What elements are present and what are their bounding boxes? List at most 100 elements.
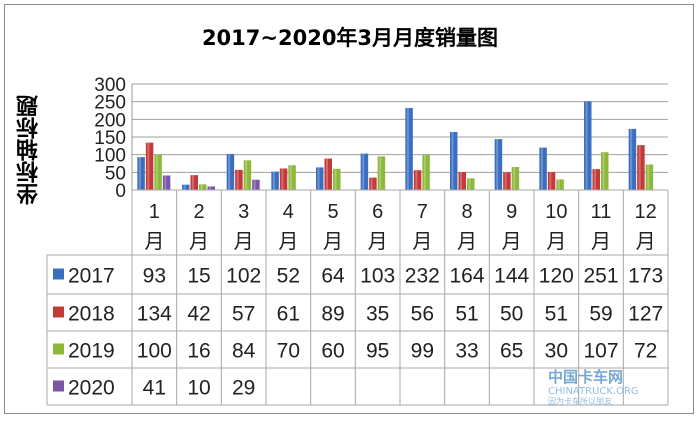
legend-key-2017 [53,268,64,280]
table-cell: 51 [545,303,568,326]
table-cell: 84 [232,340,256,363]
legend-label: 2020 [68,377,115,400]
table-cell: 30 [545,340,568,363]
table-cell: 232 [405,265,440,288]
bar-2017-9月 [494,139,503,190]
bar-2018-3月 [235,169,243,190]
legend-label: 2017 [68,265,115,288]
table-cell: 33 [455,340,478,363]
watermark-logo: 中国卡车网 CHINATRUCK.ORG 因为卡车所以朋友 [548,369,639,407]
table-cell: 120 [539,265,574,288]
table-cell: 72 [634,340,657,363]
bar-highlight [289,165,292,190]
bar-highlight [451,132,454,190]
table-cell: 251 [583,265,618,288]
bar-highlight [253,179,256,190]
table-cell: 103 [360,265,395,288]
bar-highlight [192,175,194,190]
bar-2017-10月 [539,147,547,190]
table-cell: 29 [232,377,255,400]
watermark-slogan: 因为卡车所以朋友 [548,397,612,406]
bar-highlight [147,142,150,190]
bar-2019-5月 [333,168,341,190]
bar-2017-11月 [584,101,592,190]
bar-2018-7月 [413,170,422,190]
table-cell: 99 [411,340,434,363]
bar-highlight [334,168,337,190]
chart-title: 2017~2020年3月月度销量图 [201,26,499,50]
bar-highlight [513,167,516,190]
y-tick-label: 150 [94,128,126,149]
legend-key-2018 [53,306,64,318]
x-tick-label-unit: 月 [189,231,209,253]
bar-highlight [209,186,211,190]
bar-highlight [468,178,471,190]
table-cell: 95 [366,340,389,363]
bar-2019-11月 [601,152,609,190]
bar-2019-7月 [422,155,430,190]
y-tick-label: 50 [105,163,126,184]
chart-frame [4,4,694,414]
watermark-sub: CHINATRUCK.ORG [548,386,639,397]
x-tick-label-unit: 月 [502,231,522,253]
x-tick-label: 3 [238,201,249,223]
bar-2017-12月 [628,128,637,190]
bar-highlight [155,154,158,190]
bar-highlight [183,184,186,190]
x-tick-label: 6 [372,201,383,223]
bar-highlight [245,160,248,190]
bar-2018-9月 [503,172,511,190]
table-cell: 144 [494,265,529,288]
table-cell: 50 [500,303,523,326]
bar-2017-1月 [137,157,145,190]
bar-2017-6月 [360,153,369,190]
x-tick-label-unit: 月 [636,231,656,253]
y-tick-label: 300 [94,75,126,96]
bar-2017-4月 [271,171,279,190]
bar-highlight [370,177,373,190]
bar-highlight [638,145,641,190]
y-tick-label: 100 [94,146,126,167]
bar-highlight [540,147,543,190]
x-tick-label: 12 [635,201,657,223]
bar-highlight [317,167,320,190]
y-tick-label: 250 [94,93,126,114]
bar-2019-1月 [154,154,162,190]
table-cell: 42 [187,303,210,326]
x-tick-label-unit: 月 [368,231,388,253]
bar-highlight [362,153,365,190]
bar-highlight [406,108,409,190]
bar-2017-8月 [450,132,458,190]
x-tick-label: 10 [545,201,567,223]
legend-key-2019 [53,343,64,355]
bar-highlight [415,170,418,190]
table-cell: 52 [277,265,300,288]
table-cell: 64 [321,265,345,288]
table-cell: 61 [277,303,300,326]
bar-2019-4月 [288,165,296,190]
table-cell: 35 [366,303,389,326]
bar-2019-3月 [243,160,252,190]
table-cell: 100 [137,340,172,363]
bar-2018-6月 [369,177,377,190]
x-tick-label-unit: 月 [323,231,343,253]
bar-2018-8月 [458,171,466,190]
bar-highlight [549,171,552,190]
bar-2018-1月 [145,142,154,190]
bar-highlight [326,158,328,190]
table-cell: 127 [628,303,663,326]
bar-highlight [272,171,275,190]
bar-highlight [630,128,633,190]
table-cell: 16 [187,340,210,363]
table-cell: 70 [277,340,300,363]
table-cell: 15 [187,265,210,288]
bar-highlight [138,157,141,190]
bar-highlight [460,171,462,190]
bar-2018-12月 [637,145,645,190]
bar-highlight [594,169,596,190]
bar-highlight [379,156,382,190]
x-tick-label: 2 [193,201,204,223]
bar-highlight [164,175,167,190]
table-cell: 89 [321,303,344,326]
